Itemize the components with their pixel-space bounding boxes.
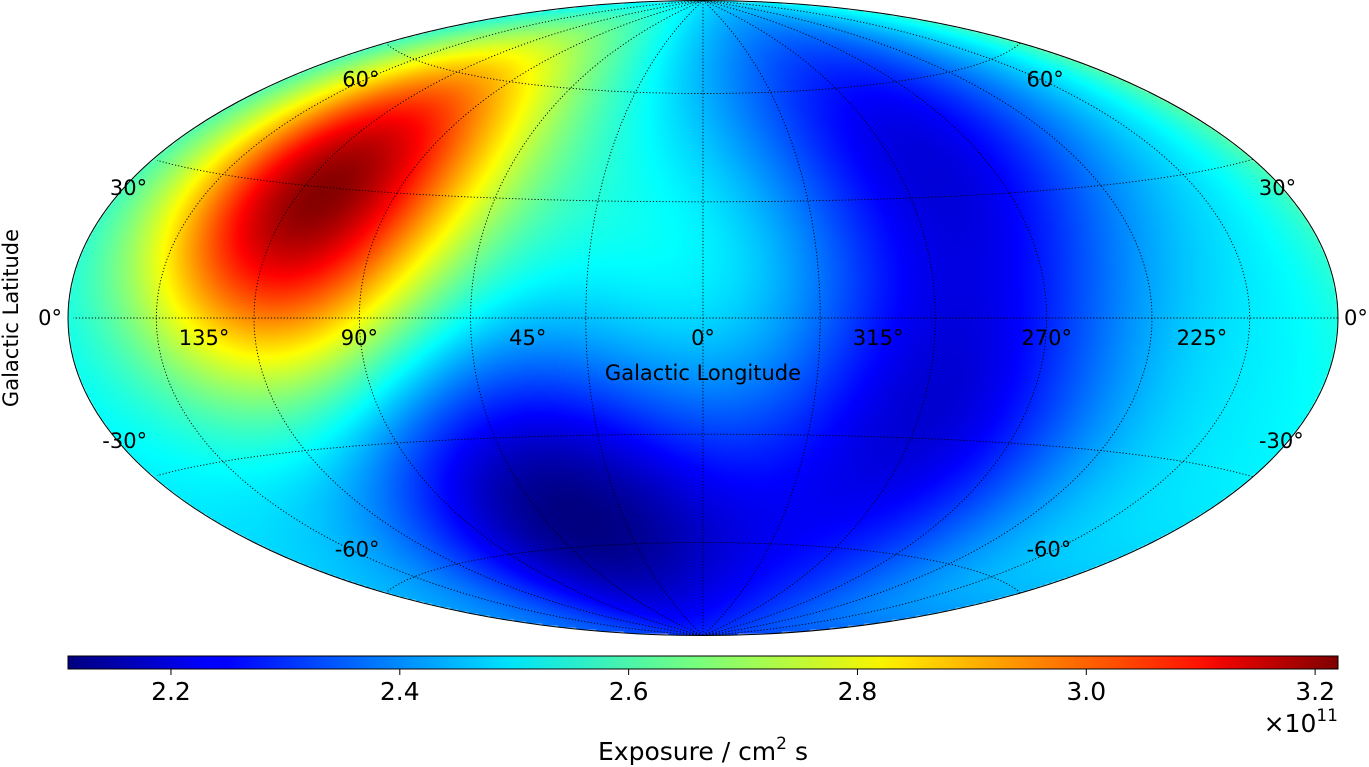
longitude-tick-label: 0° <box>691 326 715 350</box>
latitude-tick-label: 60° <box>342 67 379 91</box>
colorbar-multiplier-base: ×10 <box>1264 709 1317 738</box>
meridian-line <box>358 0 704 636</box>
colorbar-multiplier: ×1011 <box>1264 706 1338 738</box>
latitude-tick-label: 0° <box>38 306 62 330</box>
latitude-tick-label: 30° <box>1259 176 1296 200</box>
latitude-tick-label: -60° <box>335 538 380 562</box>
sky-boundary <box>67 0 1339 636</box>
colorbar-label-superscript: 2 <box>776 734 787 754</box>
meridian-line <box>253 0 704 636</box>
latitude-tick-labels: 60° 60° 30° 30° 0° 0° -30° -30° -60° -60° <box>38 67 1368 561</box>
colorbar-label-main: Exposure / cm <box>598 737 776 766</box>
latitude-tick-label: -30° <box>1259 429 1304 453</box>
colorbar-tick-label: 2.4 <box>380 677 420 706</box>
meridian-line <box>470 0 704 636</box>
colorbar-tick-label: 2.8 <box>838 677 878 706</box>
meridian-line <box>702 0 936 636</box>
meridian-line <box>702 0 1048 636</box>
colorbar-tick-label: 3.2 <box>1295 677 1335 706</box>
parallel-line <box>386 42 1021 94</box>
parallel-line <box>386 542 1021 594</box>
longitude-tick-label: 225° <box>1177 326 1228 350</box>
latitude-tick-label: 0° <box>1344 306 1368 330</box>
colorbar <box>67 655 1339 670</box>
longitude-tick-label: 315° <box>853 326 904 350</box>
colorbar-tick-label: 2.2 <box>151 677 191 706</box>
latitude-tick-label: 30° <box>110 176 147 200</box>
longitude-tick-label: 270° <box>1021 326 1072 350</box>
latitude-tick-label: 60° <box>1026 67 1063 91</box>
colorbar-ticks: 2.2 2.4 2.6 2.8 3.0 3.2 <box>151 669 1335 706</box>
longitude-tick-label: 90° <box>341 326 378 350</box>
graticule <box>73 0 1338 636</box>
longitude-tick-label: 135° <box>179 326 230 350</box>
meridian-line <box>155 0 704 636</box>
colorbar-label-tail: s <box>787 737 808 766</box>
colorbar-label: Exposure / cm2 s <box>598 734 808 766</box>
latitude-tick-label: -30° <box>102 429 147 453</box>
x-axis-label: Galactic Longitude <box>605 361 801 385</box>
colorbar-tick-label: 3.0 <box>1066 677 1106 706</box>
longitude-tick-label: 45° <box>509 326 546 350</box>
longitude-tick-labels: 135° 90° 45° 0° 315° 270° 225° <box>179 326 1227 350</box>
y-axis-label: Galactic Latitude <box>0 229 23 407</box>
colorbar-multiplier-exponent: 11 <box>1316 706 1338 726</box>
latitude-tick-label: -60° <box>1026 538 1071 562</box>
colorbar-tick-label: 2.6 <box>609 677 649 706</box>
